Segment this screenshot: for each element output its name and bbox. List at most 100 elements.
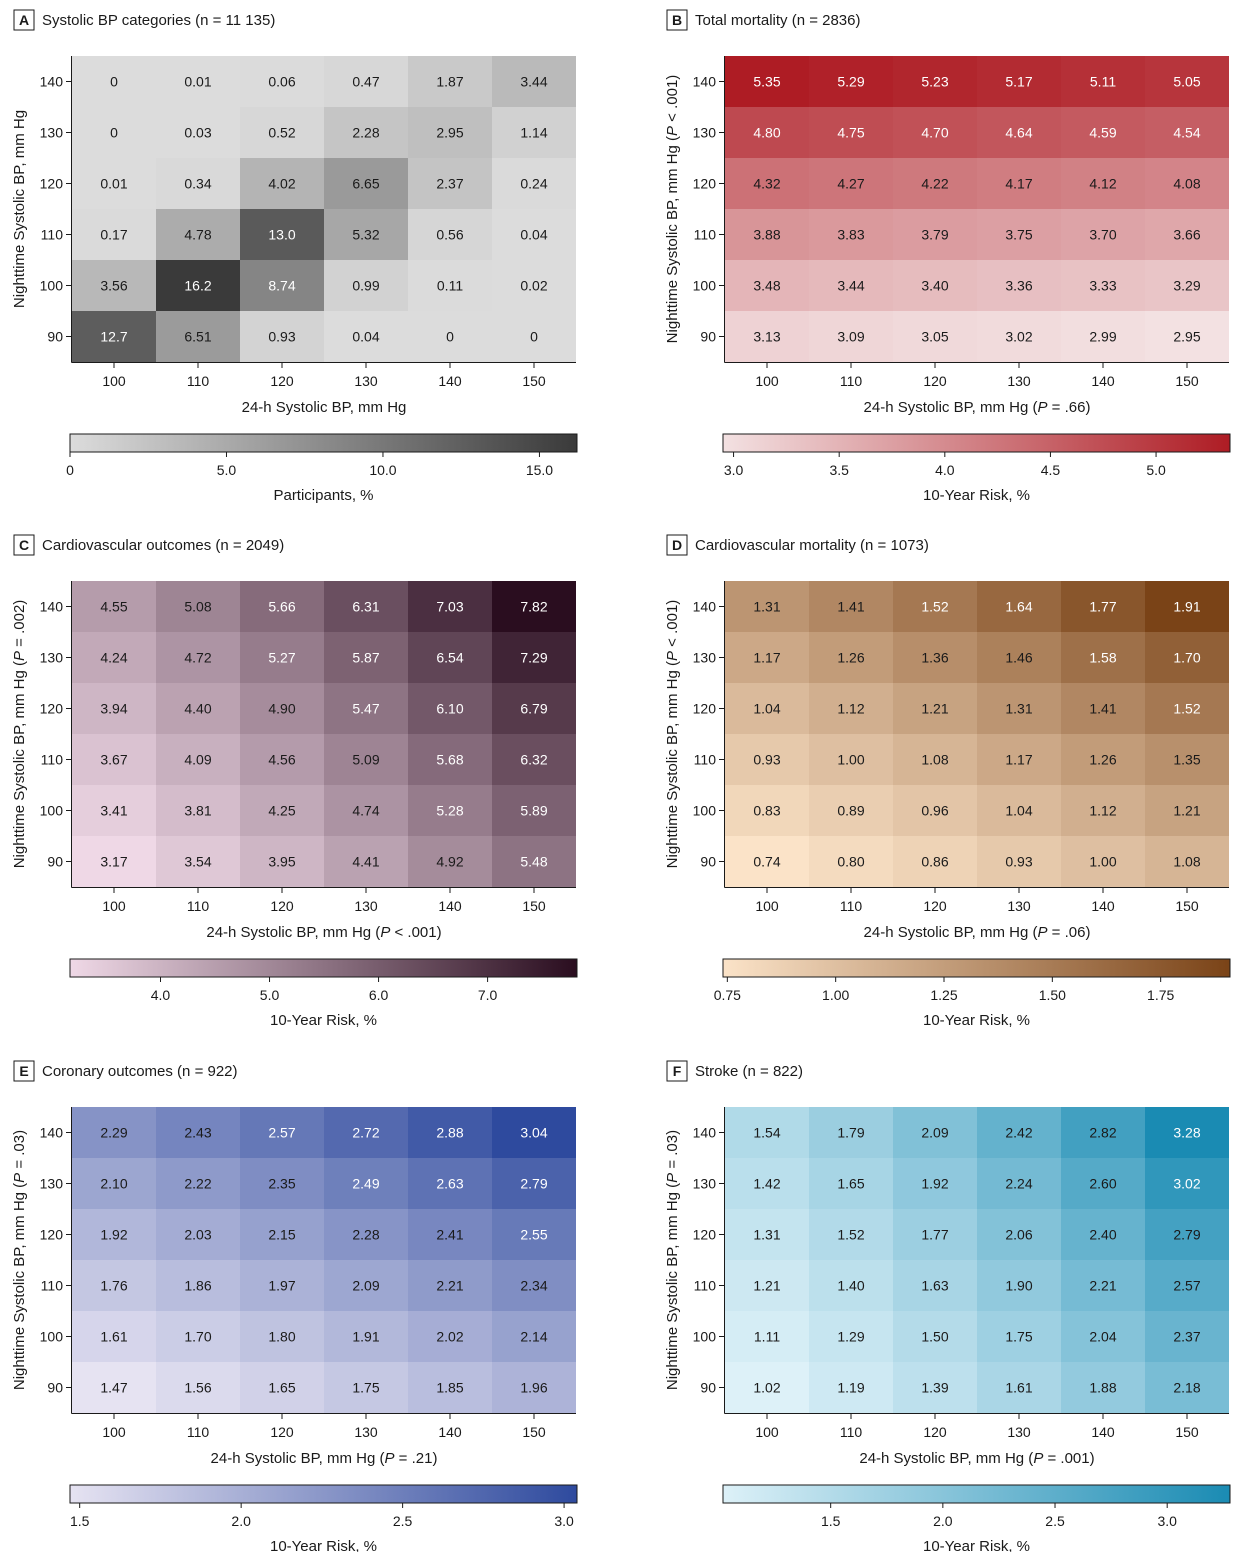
cell-label: 1.31 bbox=[753, 1227, 780, 1243]
cell-label: 0 bbox=[530, 329, 538, 345]
heatmap-cell bbox=[492, 836, 576, 887]
cell-label: 1.52 bbox=[921, 599, 948, 615]
cell-label: 3.04 bbox=[520, 1125, 547, 1141]
heatmap-cell bbox=[240, 311, 324, 362]
colorbar-tick-label: 1.00 bbox=[822, 987, 849, 1003]
cell-label: 1.79 bbox=[837, 1125, 864, 1141]
y-tick-label: 100 bbox=[693, 803, 717, 819]
x-tick-label: 110 bbox=[840, 373, 863, 389]
panel-f: F Stroke (n = 822) 1.02 1.19 1.39 1.61 1.88 2.1… bbox=[664, 1060, 1231, 1552]
heatmap-cell bbox=[240, 1107, 324, 1158]
heatmap-cell bbox=[809, 683, 893, 734]
colorbar-tick-label: 5.0 bbox=[217, 462, 237, 478]
colorbar bbox=[69, 958, 578, 978]
cell-label: 5.68 bbox=[436, 752, 463, 768]
cell-label: 2.95 bbox=[1173, 329, 1200, 345]
x-tick-label: 100 bbox=[102, 898, 126, 914]
heatmap-cell bbox=[408, 1209, 492, 1260]
cell-label: 1.04 bbox=[753, 701, 780, 717]
heatmap-cell bbox=[977, 107, 1061, 158]
cell-label: 5.87 bbox=[352, 650, 379, 666]
cell-label: 3.44 bbox=[520, 74, 547, 90]
y-tick-label: 130 bbox=[40, 650, 64, 666]
heatmap-cell bbox=[893, 632, 977, 683]
heatmap-cell bbox=[72, 785, 156, 836]
cell-label: 3.02 bbox=[1005, 329, 1032, 345]
heatmap-cell bbox=[809, 1209, 893, 1260]
colorbar-tick-label: 1.25 bbox=[930, 987, 957, 1003]
cell-label: 0.47 bbox=[352, 74, 379, 90]
colorbar-tick-label: 4.0 bbox=[935, 462, 955, 478]
heatmap-cell bbox=[893, 1209, 977, 1260]
heatmap-cell bbox=[408, 734, 492, 785]
heatmap-cell bbox=[72, 260, 156, 311]
heatmap-cell bbox=[893, 311, 977, 362]
colorbar bbox=[69, 433, 578, 453]
p-value-text: < .001) bbox=[664, 75, 681, 126]
cell-label: 1.42 bbox=[753, 1176, 780, 1192]
p-value-text: < .001) bbox=[664, 600, 681, 651]
y-axis-label: Nighttime Systolic BP, mm Hg (P = .002) bbox=[11, 600, 28, 869]
heatmap-cell bbox=[72, 107, 156, 158]
heatmap-cell bbox=[725, 311, 809, 362]
cell-label: 0.96 bbox=[921, 803, 948, 819]
axis-label-text: Nighttime Systolic BP, mm Hg bbox=[664, 670, 681, 868]
colorbar-label: 10-Year Risk, % bbox=[923, 1012, 1030, 1029]
heatmap-cell bbox=[809, 632, 893, 683]
p-value-symbol: P bbox=[11, 651, 28, 661]
y-tick-label: 100 bbox=[693, 278, 717, 294]
heatmap-cell bbox=[72, 836, 156, 887]
cell-label: 2.34 bbox=[520, 1278, 547, 1294]
cell-label: 0.06 bbox=[268, 74, 295, 90]
x-tick-label: 150 bbox=[1175, 373, 1199, 389]
axis-label-text: 24-h Systolic BP, mm Hg bbox=[206, 924, 371, 941]
cell-label: 4.08 bbox=[1173, 176, 1200, 192]
cell-label: 1.17 bbox=[753, 650, 780, 666]
heatmap-cell bbox=[492, 632, 576, 683]
cell-label: 4.24 bbox=[100, 650, 127, 666]
heatmap-cell bbox=[492, 311, 576, 362]
cell-label: 2.14 bbox=[520, 1329, 547, 1345]
heatmap-cell bbox=[893, 734, 977, 785]
colorbar-tick-label: 2.0 bbox=[231, 1513, 251, 1529]
heatmap-cell bbox=[1145, 1362, 1229, 1413]
cell-label: 3.05 bbox=[921, 329, 948, 345]
cell-label: 0.89 bbox=[837, 803, 864, 819]
cell-label: 1.31 bbox=[753, 599, 780, 615]
axis-label-text: 24-h Systolic BP, mm Hg bbox=[859, 1450, 1024, 1467]
heatmap-cell bbox=[1061, 836, 1145, 887]
y-tick-label: 120 bbox=[40, 176, 64, 192]
cell-label: 3.66 bbox=[1173, 227, 1200, 243]
cell-label: 1.64 bbox=[1005, 599, 1032, 615]
heatmap-cell bbox=[240, 1209, 324, 1260]
cell-label: 6.10 bbox=[436, 701, 463, 717]
heatmap-cell bbox=[156, 1107, 240, 1158]
cell-label: 4.59 bbox=[1089, 125, 1116, 141]
heatmap-cell bbox=[809, 785, 893, 836]
p-value-text: = .002) bbox=[11, 600, 28, 651]
heatmap-cell bbox=[240, 683, 324, 734]
cell-label: 5.09 bbox=[352, 752, 379, 768]
heatmap-cell bbox=[1061, 734, 1145, 785]
heatmap-cell bbox=[893, 1158, 977, 1209]
heatmap-cell bbox=[492, 785, 576, 836]
cell-label: 7.82 bbox=[520, 599, 547, 615]
y-tick-label: 90 bbox=[47, 854, 63, 870]
heatmap-cell bbox=[725, 260, 809, 311]
cell-label: 3.40 bbox=[921, 278, 948, 294]
p-value-text: = .001) bbox=[1043, 1450, 1094, 1467]
heatmap-cell bbox=[1145, 260, 1229, 311]
heatmap-cell bbox=[893, 1260, 977, 1311]
heatmap-cell bbox=[809, 311, 893, 362]
cell-label: 2.21 bbox=[436, 1278, 463, 1294]
cell-label: 1.54 bbox=[753, 1125, 780, 1141]
heatmap-cell bbox=[240, 260, 324, 311]
heatmap-cell bbox=[240, 581, 324, 632]
cell-label: 3.13 bbox=[753, 329, 780, 345]
cell-label: 4.92 bbox=[436, 854, 463, 870]
cell-label: 3.02 bbox=[1173, 1176, 1200, 1192]
heatmap-cell bbox=[240, 158, 324, 209]
heatmap-cell bbox=[72, 683, 156, 734]
heatmap-cell bbox=[893, 581, 977, 632]
colorbar bbox=[722, 1484, 1231, 1504]
